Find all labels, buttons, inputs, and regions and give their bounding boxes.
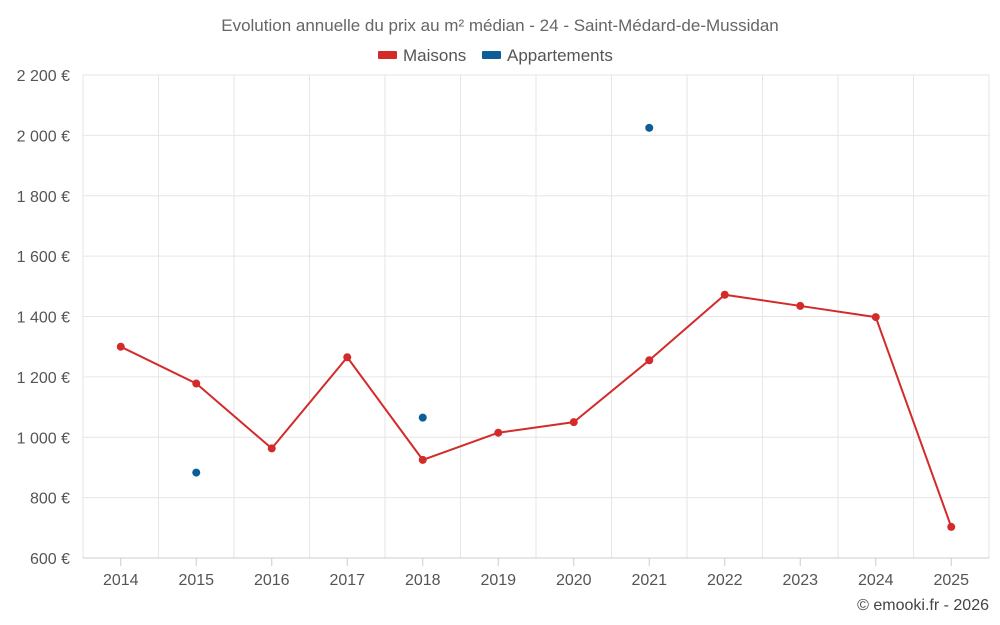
x-tick-label: 2022: [707, 572, 743, 589]
data-point-appartementes[interactable]: [418, 413, 427, 422]
series-line-maisons: [120, 293, 953, 528]
x-tick-label: 2020: [556, 572, 592, 589]
y-tick-label: 2 000 €: [17, 128, 70, 145]
data-point-maisons[interactable]: [796, 301, 805, 310]
data-point-maisons[interactable]: [645, 356, 654, 365]
y-tick-label: 800 €: [30, 491, 70, 508]
data-point-maisons[interactable]: [494, 428, 503, 437]
legend-swatch-appartements: [482, 51, 501, 59]
y-tick-label: 2 200 €: [17, 68, 70, 85]
x-tick-label: 2025: [933, 572, 969, 589]
y-tick-label: 1 400 €: [17, 310, 70, 327]
legend-swatch-maisons: [378, 51, 397, 59]
y-tick-label: 1 000 €: [17, 430, 70, 447]
data-point-maisons[interactable]: [343, 353, 352, 362]
y-tick-label: 1 600 €: [17, 249, 70, 266]
legend-item-maisons[interactable]: Maisons: [378, 46, 466, 65]
data-point-maisons[interactable]: [871, 313, 880, 322]
data-point-maisons[interactable]: [192, 379, 201, 388]
data-point-maisons[interactable]: [947, 522, 956, 531]
data-point-appartementes[interactable]: [645, 123, 654, 132]
y-tick-label: 1 200 €: [17, 370, 70, 387]
data-point-maisons[interactable]: [267, 444, 276, 453]
chart-title: Evolution annuelle du prix au m² médian …: [221, 16, 779, 35]
legend-label-maisons: Maisons: [403, 46, 466, 65]
y-tick-label: 1 800 €: [17, 189, 70, 206]
data-point-maisons[interactable]: [720, 290, 729, 299]
x-tick-label: 2021: [631, 572, 667, 589]
legend: Maisons Appartements: [378, 46, 613, 65]
x-tick-label: 2016: [254, 572, 290, 589]
data-point-maisons[interactable]: [116, 342, 125, 351]
x-tick-label: 2018: [405, 572, 441, 589]
x-tick-label: 2015: [178, 572, 214, 589]
data-point-maisons[interactable]: [569, 418, 578, 427]
data-point-appartementes[interactable]: [192, 468, 201, 477]
x-tick-label: 2014: [103, 572, 139, 589]
axes: 600 € 800 € 1 000 € 1 200 € 1 400 € 1 600 € 1 …: [17, 68, 989, 589]
data-point-maisons[interactable]: [418, 455, 427, 464]
credit-text: © emooki.fr - 2026: [857, 597, 989, 614]
legend-label-appartements: Appartements: [507, 46, 613, 65]
x-tick-label: 2024: [858, 572, 894, 589]
y-tick-label: 600 €: [30, 551, 70, 568]
gridlines: [82, 74, 990, 558]
x-tick-label: 2017: [329, 572, 365, 589]
x-tick-label: 2019: [480, 572, 516, 589]
series: [116, 123, 956, 531]
x-tick-label: 2023: [782, 572, 818, 589]
legend-item-appartements[interactable]: Appartements: [482, 46, 613, 65]
